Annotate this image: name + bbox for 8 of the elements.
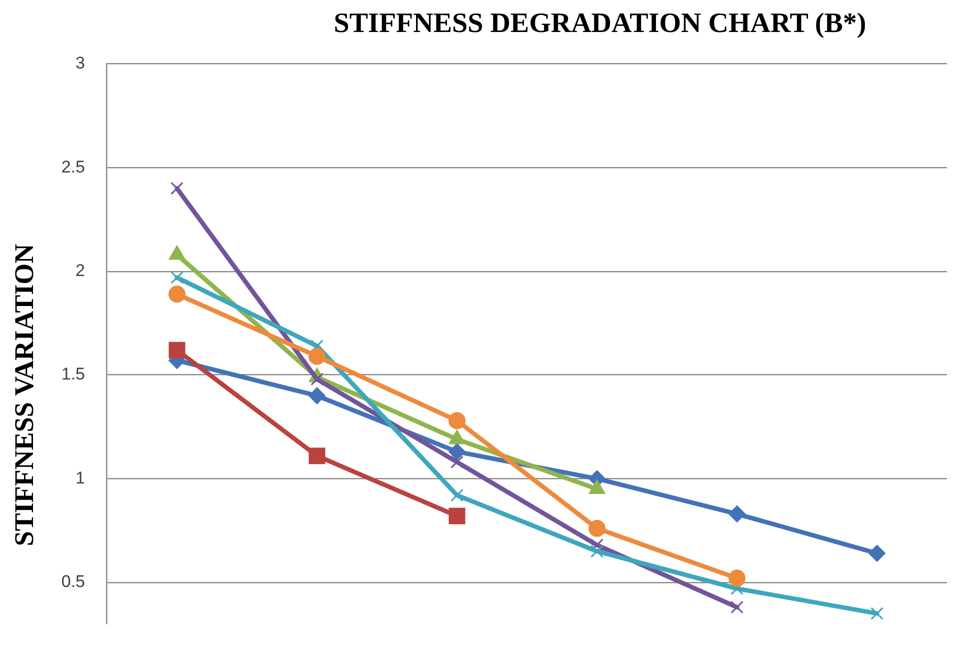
y-tick-label: 2.5 <box>61 157 85 176</box>
y-tick-label: 2 <box>76 261 85 280</box>
y-tick-label: 3 <box>76 54 85 73</box>
y-axis-title: STIFFNESS VARIATION <box>9 244 39 546</box>
chart-title: STIFFNESS DEGRADATION CHART (B*) <box>332 8 868 40</box>
y-tick-label: 1 <box>76 468 85 488</box>
y-tick-label: 1.5 <box>61 364 85 384</box>
y-tick-label: 0.5 <box>61 572 85 592</box>
